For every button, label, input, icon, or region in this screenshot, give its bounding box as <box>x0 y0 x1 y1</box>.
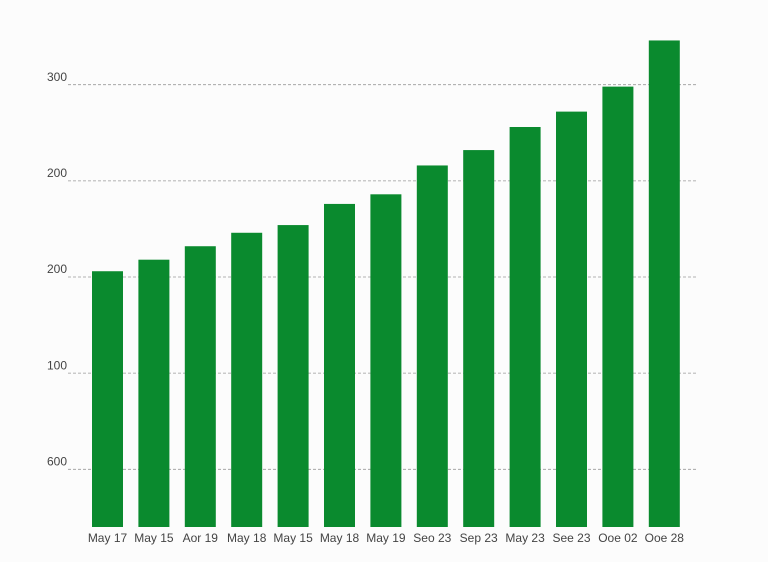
bar <box>277 225 309 528</box>
bar <box>324 203 355 527</box>
x-tick-label: May 23 <box>505 531 545 545</box>
x-tick-label: May 18 <box>320 531 360 545</box>
x-tick-label: May 18 <box>227 531 267 545</box>
bar <box>648 40 680 527</box>
x-tick-label: Sep 23 <box>460 531 498 545</box>
x-tick-label: May 17 <box>88 531 128 545</box>
y-tick-label: 100 <box>47 358 67 372</box>
bar <box>463 150 495 528</box>
x-tick-label: May 15 <box>134 531 174 545</box>
bar <box>231 232 263 527</box>
x-tick-label: Aor 19 <box>183 531 219 545</box>
bar <box>602 86 634 527</box>
bar <box>509 127 541 527</box>
x-tick-label: Ooe 28 <box>645 531 685 545</box>
y-tick-label: 300 <box>47 70 67 84</box>
bar <box>184 246 216 527</box>
y-tick-label: 200 <box>47 262 67 276</box>
x-tick-label: May 19 <box>366 531 406 545</box>
y-tick-label: 600 <box>47 454 67 468</box>
bar <box>138 259 170 527</box>
x-tick-label: May 15 <box>273 531 313 545</box>
x-tick-label: Seo 23 <box>413 531 451 545</box>
bar <box>370 194 402 528</box>
bar <box>92 271 123 527</box>
x-tick-label: See 23 <box>552 531 590 545</box>
bar <box>416 165 448 527</box>
y-tick-label: 200 <box>47 166 67 180</box>
bar <box>556 111 587 527</box>
x-tick-label: Ooe 02 <box>598 531 638 545</box>
